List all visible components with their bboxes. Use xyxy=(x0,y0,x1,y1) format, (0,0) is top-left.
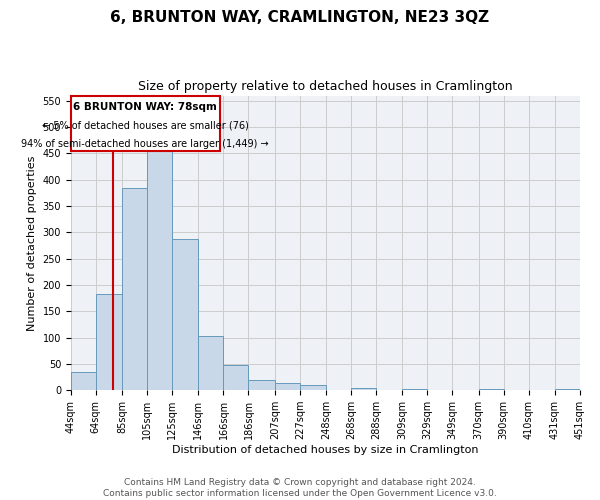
Bar xyxy=(199,336,223,390)
Text: 94% of semi-detached houses are larger (1,449) →: 94% of semi-detached houses are larger (… xyxy=(22,140,269,149)
Bar xyxy=(122,188,147,390)
X-axis label: Distribution of detached houses by size in Cramlington: Distribution of detached houses by size … xyxy=(172,445,479,455)
Bar xyxy=(555,388,580,390)
Text: Contains HM Land Registry data © Crown copyright and database right 2024.
Contai: Contains HM Land Registry data © Crown c… xyxy=(103,478,497,498)
Bar xyxy=(300,386,326,390)
Title: Size of property relative to detached houses in Cramlington: Size of property relative to detached ho… xyxy=(138,80,513,93)
Bar xyxy=(147,148,172,390)
Bar xyxy=(96,294,122,390)
Bar xyxy=(71,96,220,151)
Text: 6, BRUNTON WAY, CRAMLINGTON, NE23 3QZ: 6, BRUNTON WAY, CRAMLINGTON, NE23 3QZ xyxy=(110,10,490,25)
Bar xyxy=(403,388,427,390)
Bar xyxy=(479,388,503,390)
Bar xyxy=(248,380,275,390)
Y-axis label: Number of detached properties: Number of detached properties xyxy=(27,155,37,330)
Bar xyxy=(172,239,199,390)
Bar xyxy=(71,372,96,390)
Text: 6 BRUNTON WAY: 78sqm: 6 BRUNTON WAY: 78sqm xyxy=(73,102,217,112)
Bar xyxy=(351,388,376,390)
Text: ← 5% of detached houses are smaller (76): ← 5% of detached houses are smaller (76) xyxy=(42,120,249,130)
Bar xyxy=(275,383,300,390)
Bar xyxy=(223,365,248,390)
